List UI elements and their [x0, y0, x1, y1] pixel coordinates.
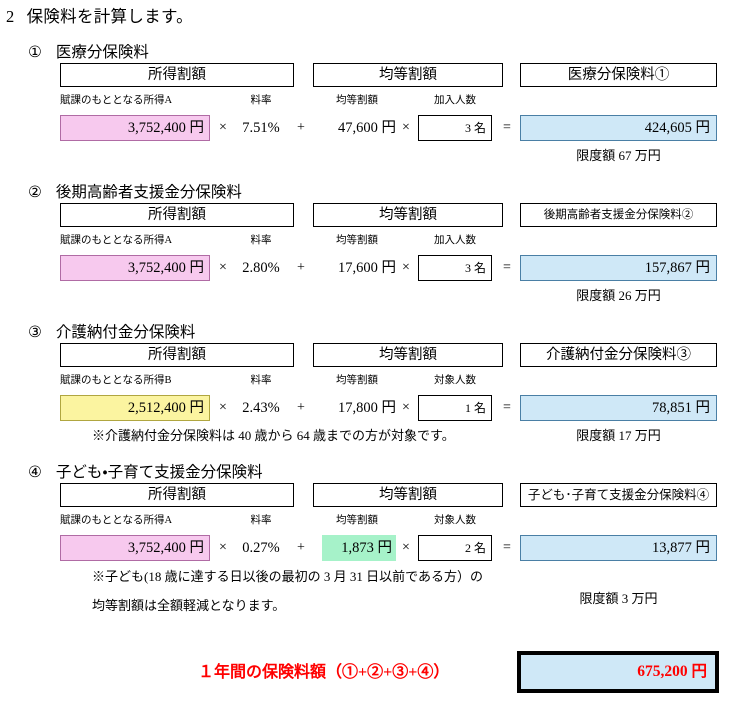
section-title-text: 介護納付金分保険料: [55, 324, 196, 341]
income-value-field[interactable]: 3,752,400 円: [60, 115, 210, 141]
plus-operator: +: [297, 540, 305, 555]
section-marker: ②: [28, 184, 42, 201]
section-title: ④ 子ども・子育て支援金分保険料: [28, 460, 263, 482]
caption-income-base: 賦課のもととなる所得A: [60, 95, 173, 106]
people-count-field[interactable]: 3 名: [418, 255, 492, 281]
header-equal-portion: 均等割額: [313, 483, 503, 507]
section-note-second-line: 均等割額は全額軽減となります。: [92, 598, 286, 613]
caption-income-base: 賦課のもととなる所得A: [60, 515, 173, 526]
multiply-operator-2: ×: [402, 400, 410, 415]
formula-row: 3,752,400 円 × 2.80% + 17,600 円 × 3 名 = 1…: [0, 255, 732, 283]
annual-total-value[interactable]: 675,200 円: [517, 651, 719, 693]
multiply-operator-1: ×: [219, 540, 227, 555]
header-result: 子ども･子育て支援金分保険料④: [520, 483, 717, 507]
multiply-operator-1: ×: [219, 120, 227, 135]
caption-rate: 料率: [250, 515, 272, 526]
section-title-text: 医療分保険料: [55, 44, 149, 61]
section-title: ③ 介護納付金分保険料: [28, 320, 195, 342]
rate-value: 2.43%: [242, 400, 280, 416]
rate-value: 0.27%: [242, 540, 280, 556]
header-income-portion: 所得割額: [60, 203, 294, 227]
header-income-portion: 所得割額: [60, 63, 294, 87]
header-equal-portion: 均等割額: [313, 203, 503, 227]
rate-value: 7.51%: [242, 120, 280, 136]
equals-operator: =: [503, 120, 511, 135]
formula-row: 2,512,400 円 × 2.43% + 17,800 円 × 1 名 = 7…: [0, 395, 732, 423]
header-income-portion: 所得割額: [60, 483, 294, 507]
header-result: 医療分保険料①: [520, 63, 717, 87]
caption-people-count: 加入人数: [434, 235, 476, 246]
multiply-operator-2: ×: [402, 540, 410, 555]
limit-amount-text: 限度額 3 万円: [579, 591, 658, 606]
caption-rate: 料率: [250, 235, 272, 246]
equal-amount-value: 17,600 円: [338, 260, 396, 276]
plus-operator: +: [297, 260, 305, 275]
page-title-number: 2: [6, 7, 15, 26]
multiply-operator-2: ×: [402, 120, 410, 135]
caption-equal-amount: 均等割額: [336, 515, 378, 526]
section-marker: ③: [28, 324, 42, 341]
result-value-field[interactable]: 78,851 円: [520, 395, 717, 421]
page-title: 2 保険料を計算します。: [6, 3, 193, 27]
caption-people-count: 対象人数: [434, 375, 476, 386]
equals-operator: =: [503, 400, 511, 415]
result-value-field[interactable]: 157,867 円: [520, 255, 717, 281]
section-marker: ④: [28, 464, 42, 481]
result-value-field[interactable]: 424,605 円: [520, 115, 717, 141]
section-title: ① 医療分保険料: [28, 40, 149, 62]
plus-operator: +: [297, 400, 305, 415]
annual-total-label: １年間の保険料額（①+②+③+④）: [198, 664, 450, 681]
section-marker: ①: [28, 44, 42, 61]
caption-equal-amount: 均等割額: [336, 95, 378, 106]
header-result: 後期高齢者支援金分保険料②: [520, 203, 717, 227]
multiply-operator-1: ×: [219, 400, 227, 415]
equal-amount-value[interactable]: 1,873 円: [322, 535, 396, 561]
result-value-field[interactable]: 13,877 円: [520, 535, 717, 561]
caption-rate: 料率: [250, 95, 272, 106]
formula-row: 3,752,400 円 × 0.27% + 1,873 円 × 2 名 = 13…: [0, 535, 732, 563]
income-value-field[interactable]: 2,512,400 円: [60, 395, 210, 421]
caption-income-base: 賦課のもととなる所得A: [60, 235, 173, 246]
plus-operator: +: [297, 120, 305, 135]
equal-amount-value: 47,600 円: [338, 120, 396, 136]
section-note: ※介護納付金分保険料は 40 歳から 64 歳までの方が対象です。: [92, 428, 455, 443]
formula-row: 3,752,400 円 × 7.51% + 47,600 円 × 3 名 = 4…: [0, 115, 732, 143]
header-income-portion: 所得割額: [60, 343, 294, 367]
caption-equal-amount: 均等割額: [336, 375, 378, 386]
caption-income-base: 賦課のもととなる所得B: [60, 375, 172, 386]
multiply-operator-1: ×: [219, 260, 227, 275]
people-count-field[interactable]: 2 名: [418, 535, 492, 561]
section-title-text: 子ども・子育て支援金分保険料: [55, 464, 263, 481]
section-title: ② 後期高齢者支援金分保険料: [28, 180, 242, 202]
header-equal-portion: 均等割額: [313, 343, 503, 367]
income-value-field[interactable]: 3,752,400 円: [60, 535, 210, 561]
header-result: 介護納付金分保険料③: [520, 343, 717, 367]
people-count-field[interactable]: 3 名: [418, 115, 492, 141]
header-equal-portion: 均等割額: [313, 63, 503, 87]
equals-operator: =: [503, 260, 511, 275]
page-title-text: 保険料を計算します。: [26, 7, 193, 26]
caption-rate: 料率: [250, 375, 272, 386]
equals-operator: =: [503, 540, 511, 555]
limit-amount-text: 限度額 26 万円: [576, 288, 661, 303]
caption-people-count: 対象人数: [434, 515, 476, 526]
section-title-text: 後期高齢者支援金分保険料: [55, 184, 242, 201]
rate-value: 2.80%: [242, 260, 280, 276]
equal-amount-value: 17,800 円: [338, 400, 396, 416]
caption-equal-amount: 均等割額: [336, 235, 378, 246]
people-count-field[interactable]: 1 名: [418, 395, 492, 421]
section-note: ※子ども(18 歳に達する日以後の最初の 3 月 31 日以前である方）の: [92, 569, 483, 584]
caption-people-count: 加入人数: [434, 95, 476, 106]
income-value-field[interactable]: 3,752,400 円: [60, 255, 210, 281]
multiply-operator-2: ×: [402, 260, 410, 275]
limit-amount-text: 限度額 67 万円: [576, 148, 661, 163]
limit-amount-text: 限度額 17 万円: [576, 428, 661, 443]
